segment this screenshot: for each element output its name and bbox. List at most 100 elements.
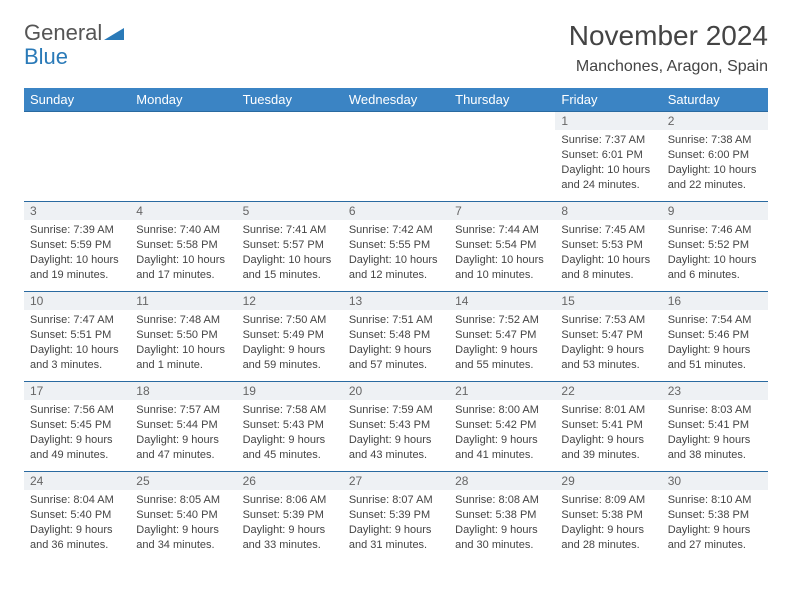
daylight-text: Daylight: 9 hours and 38 minutes.: [668, 433, 762, 463]
weekday-header: Friday: [555, 88, 661, 112]
sunset-text: Sunset: 5:50 PM: [136, 328, 230, 343]
month-title: November 2024: [569, 20, 768, 52]
day-details: Sunrise: 7:40 AMSunset: 5:58 PMDaylight:…: [130, 220, 236, 288]
daylight-text: Daylight: 9 hours and 53 minutes.: [561, 343, 655, 373]
daylight-text: Daylight: 9 hours and 49 minutes.: [30, 433, 124, 463]
calendar-day-cell: 28Sunrise: 8:08 AMSunset: 5:38 PMDayligh…: [449, 472, 555, 562]
sunrise-text: Sunrise: 7:51 AM: [349, 313, 443, 328]
calendar-day-cell: 4Sunrise: 7:40 AMSunset: 5:58 PMDaylight…: [130, 202, 236, 292]
weekday-header: Tuesday: [237, 88, 343, 112]
sunrise-text: Sunrise: 7:40 AM: [136, 223, 230, 238]
calendar-day-cell: 22Sunrise: 8:01 AMSunset: 5:41 PMDayligh…: [555, 382, 661, 472]
calendar-day-cell: [130, 112, 236, 202]
calendar-day-cell: 7Sunrise: 7:44 AMSunset: 5:54 PMDaylight…: [449, 202, 555, 292]
calendar-day-cell: 18Sunrise: 7:57 AMSunset: 5:44 PMDayligh…: [130, 382, 236, 472]
day-number: 23: [662, 382, 768, 400]
sunrise-text: Sunrise: 7:58 AM: [243, 403, 337, 418]
sunrise-text: Sunrise: 7:54 AM: [668, 313, 762, 328]
sunset-text: Sunset: 6:00 PM: [668, 148, 762, 163]
day-number: 26: [237, 472, 343, 490]
sunset-text: Sunset: 5:54 PM: [455, 238, 549, 253]
calendar-day-cell: 26Sunrise: 8:06 AMSunset: 5:39 PMDayligh…: [237, 472, 343, 562]
sunset-text: Sunset: 5:46 PM: [668, 328, 762, 343]
sunset-text: Sunset: 6:01 PM: [561, 148, 655, 163]
daylight-text: Daylight: 9 hours and 34 minutes.: [136, 523, 230, 553]
daylight-text: Daylight: 10 hours and 6 minutes.: [668, 253, 762, 283]
daylight-text: Daylight: 10 hours and 10 minutes.: [455, 253, 549, 283]
day-details: Sunrise: 8:10 AMSunset: 5:38 PMDaylight:…: [662, 490, 768, 558]
daylight-text: Daylight: 10 hours and 15 minutes.: [243, 253, 337, 283]
sunrise-text: Sunrise: 8:04 AM: [30, 493, 124, 508]
logo-triangle-icon: [104, 20, 124, 46]
sunrise-text: Sunrise: 8:03 AM: [668, 403, 762, 418]
day-number: 8: [555, 202, 661, 220]
day-number: 14: [449, 292, 555, 310]
day-details: Sunrise: 8:04 AMSunset: 5:40 PMDaylight:…: [24, 490, 130, 558]
day-number: 5: [237, 202, 343, 220]
day-details: Sunrise: 7:39 AMSunset: 5:59 PMDaylight:…: [24, 220, 130, 288]
sunrise-text: Sunrise: 8:05 AM: [136, 493, 230, 508]
sunset-text: Sunset: 5:42 PM: [455, 418, 549, 433]
daylight-text: Daylight: 9 hours and 30 minutes.: [455, 523, 549, 553]
daylight-text: Daylight: 10 hours and 1 minute.: [136, 343, 230, 373]
day-details: Sunrise: 7:50 AMSunset: 5:49 PMDaylight:…: [237, 310, 343, 378]
calendar-day-cell: 19 Sunrise: 7:58 AMSunset: 5:43 PMDayligh…: [237, 382, 343, 472]
day-details: Sunrise: 8:08 AMSunset: 5:38 PMDaylight:…: [449, 490, 555, 558]
calendar-day-cell: [237, 112, 343, 202]
weekday-header-row: Sunday Monday Tuesday Wednesday Thursday…: [24, 88, 768, 112]
daylight-text: Daylight: 9 hours and 45 minutes.: [243, 433, 337, 463]
calendar-day-cell: 30Sunrise: 8:10 AMSunset: 5:38 PMDayligh…: [662, 472, 768, 562]
calendar-day-cell: 1Sunrise: 7:37 AMSunset: 6:01 PMDaylight…: [555, 112, 661, 202]
daylight-text: Daylight: 10 hours and 3 minutes.: [30, 343, 124, 373]
sunset-text: Sunset: 5:38 PM: [561, 508, 655, 523]
sunrise-text: Sunrise: 8:09 AM: [561, 493, 655, 508]
day-number: 11: [130, 292, 236, 310]
calendar-day-cell: 6Sunrise: 7:42 AMSunset: 5:55 PMDaylight…: [343, 202, 449, 292]
day-number: 10: [24, 292, 130, 310]
daylight-text: Daylight: 9 hours and 51 minutes.: [668, 343, 762, 373]
calendar-day-cell: 25 Sunrise: 8:05 AMSunset: 5:40 PMDayligh…: [130, 472, 236, 562]
daylight-text: Daylight: 9 hours and 36 minutes.: [30, 523, 124, 553]
calendar-day-cell: 3Sunrise: 7:39 AMSunset: 5:59 PMDaylight…: [24, 202, 130, 292]
sunrise-text: Sunrise: 7:56 AM: [30, 403, 124, 418]
day-details: Sunrise: 8:09 AMSunset: 5:38 PMDaylight:…: [555, 490, 661, 558]
sunrise-text: Sunrise: 7:47 AM: [30, 313, 124, 328]
daylight-text: Daylight: 9 hours and 59 minutes.: [243, 343, 337, 373]
calendar-day-cell: 21Sunrise: 8:00 AMSunset: 5:42 PMDayligh…: [449, 382, 555, 472]
day-details: Sunrise: 7:59 AMSunset: 5:43 PMDaylight:…: [343, 400, 449, 468]
sunset-text: Sunset: 5:43 PM: [243, 418, 337, 433]
sunset-text: Sunset: 5:47 PM: [561, 328, 655, 343]
day-details: Sunrise: 7:42 AMSunset: 5:55 PMDaylight:…: [343, 220, 449, 288]
day-number: 21: [449, 382, 555, 400]
daylight-text: Daylight: 10 hours and 24 minutes.: [561, 163, 655, 193]
sunset-text: Sunset: 5:40 PM: [136, 508, 230, 523]
sunrise-text: Sunrise: 8:06 AM: [243, 493, 337, 508]
logo-word-1: General: [24, 20, 102, 46]
day-number: 3: [24, 202, 130, 220]
logo: General: [24, 20, 124, 46]
title-block: November 2024 Manchones, Aragon, Spain: [569, 20, 768, 76]
weekday-header: Sunday: [24, 88, 130, 112]
logo-word-2: Blue: [24, 44, 68, 70]
sunrise-text: Sunrise: 7:45 AM: [561, 223, 655, 238]
sunrise-text: Sunrise: 8:00 AM: [455, 403, 549, 418]
day-number: 27: [343, 472, 449, 490]
day-number: 19: [237, 382, 343, 400]
day-details: Sunrise: 7:44 AMSunset: 5:54 PMDaylight:…: [449, 220, 555, 288]
day-number: 1: [555, 112, 661, 130]
calendar-day-cell: 15Sunrise: 7:53 AMSunset: 5:47 PMDayligh…: [555, 292, 661, 382]
daylight-text: Daylight: 9 hours and 28 minutes.: [561, 523, 655, 553]
daylight-text: Daylight: 9 hours and 47 minutes.: [136, 433, 230, 463]
calendar-day-cell: 29Sunrise: 8:09 AMSunset: 5:38 PMDayligh…: [555, 472, 661, 562]
calendar-week-row: 10Sunrise: 7:47 AMSunset: 5:51 PMDayligh…: [24, 292, 768, 382]
calendar-day-cell: 10Sunrise: 7:47 AMSunset: 5:51 PMDayligh…: [24, 292, 130, 382]
calendar-day-cell: [343, 112, 449, 202]
day-details: Sunrise: 8:00 AMSunset: 5:42 PMDaylight:…: [449, 400, 555, 468]
calendar-day-cell: 9Sunrise: 7:46 AMSunset: 5:52 PMDaylight…: [662, 202, 768, 292]
sunset-text: Sunset: 5:53 PM: [561, 238, 655, 253]
sunrise-text: Sunrise: 8:01 AM: [561, 403, 655, 418]
day-number: 25: [130, 472, 236, 490]
day-number: 9: [662, 202, 768, 220]
day-details: Sunrise: 7:52 AMSunset: 5:47 PMDaylight:…: [449, 310, 555, 378]
sunset-text: Sunset: 5:49 PM: [243, 328, 337, 343]
